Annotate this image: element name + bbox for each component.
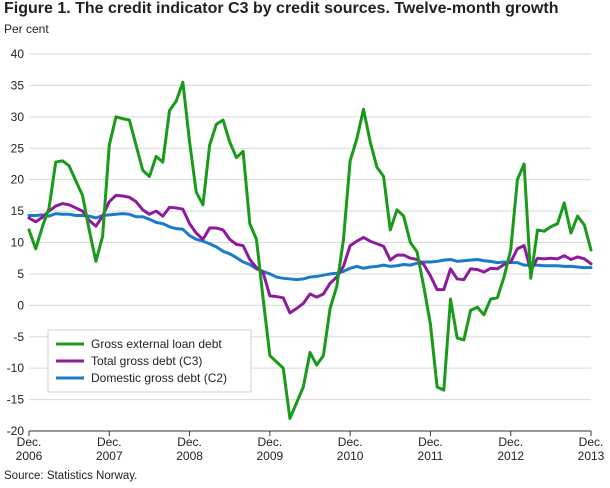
series-line-total-gross-debt-c3: [27, 193, 593, 315]
x-tick-label-month: Dec.: [17, 435, 42, 449]
legend-label: Gross external loan debt: [91, 337, 222, 351]
series-line-domestic-gross-debt-c2: [27, 212, 593, 282]
x-tick-label-month: Dec.: [498, 435, 523, 449]
x-tick-label-year: 2013: [578, 449, 605, 463]
x-tick-label-year: 2008: [176, 449, 203, 463]
series-line-gross-external-loan-debt: [27, 80, 593, 420]
y-tick-label: -5: [13, 330, 24, 344]
legend-label: Domestic gross debt (C2): [91, 371, 227, 385]
y-tick-label: -10: [7, 361, 25, 375]
x-tick-label-month: Dec.: [579, 435, 604, 449]
y-tick-label: 5: [17, 267, 24, 281]
y-tick-label: 40: [11, 47, 25, 61]
legend: Gross external loan debt Total gross debt…: [47, 329, 252, 393]
y-tick-label: -15: [7, 393, 25, 407]
y-tick-label: 25: [11, 141, 25, 155]
y-axis-unit-label: Per cent: [4, 22, 49, 36]
x-tick-label-month: Dec.: [258, 435, 283, 449]
legend-label: Total gross debt (C3): [91, 354, 202, 368]
y-tick-label: 15: [11, 204, 25, 218]
y-tick-label: 30: [11, 110, 25, 124]
x-axis-ticks: Dec.2006Dec.2007Dec.2008Dec.2009Dec.2010…: [16, 431, 605, 463]
source-note: Source: Statistics Norway.: [4, 470, 138, 482]
series-lines: [27, 80, 593, 420]
x-tick-label-month: Dec.: [97, 435, 122, 449]
x-tick-label-month: Dec.: [177, 435, 202, 449]
y-tick-label: 35: [11, 78, 25, 92]
y-tick-label: 10: [11, 236, 25, 250]
y-axis-ticks: -20 -15 -10 -5 0 5 10 15 20 25 30 35 40: [7, 47, 25, 438]
x-tick-label-year: 2007: [96, 449, 123, 463]
chart-title: Figure 1. The credit indicator C3 by cre…: [4, 0, 559, 17]
y-tick-label: -20: [7, 424, 25, 438]
x-tick-label-year: 2006: [16, 449, 43, 463]
x-tick-label-month: Dec.: [338, 435, 363, 449]
x-tick-label-year: 2009: [257, 449, 284, 463]
x-tick-label-year: 2010: [337, 449, 364, 463]
x-tick-label-year: 2011: [418, 449, 444, 463]
x-tick-label-year: 2012: [497, 449, 524, 463]
y-tick-label: 0: [17, 298, 24, 312]
x-tick-label-month: Dec.: [418, 435, 443, 449]
y-tick-label: 20: [11, 173, 25, 187]
